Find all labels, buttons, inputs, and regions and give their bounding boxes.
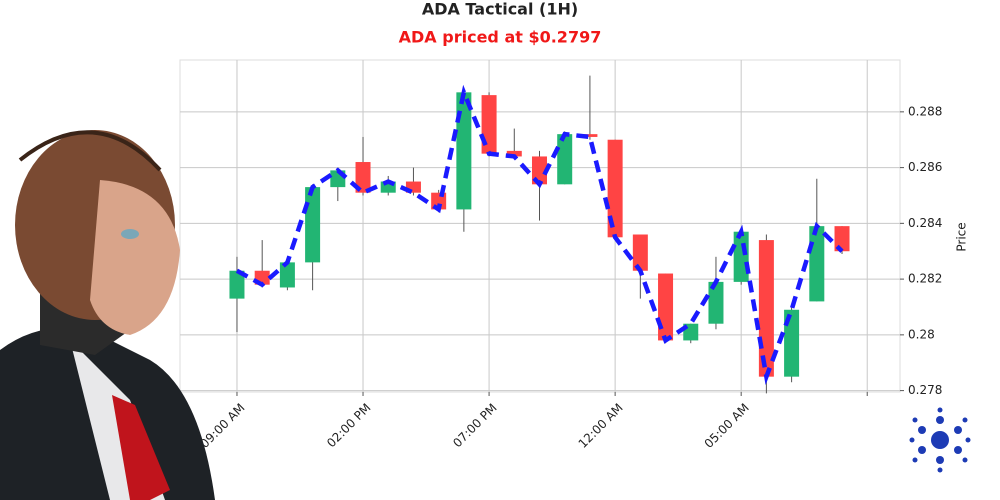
chart-subtitle: ADA priced at $0.2797: [399, 28, 602, 47]
candle-body: [229, 270, 245, 299]
y-tick-label: 0.278: [908, 383, 942, 397]
y-axis-label: Price: [955, 222, 969, 251]
x-tick-label: 09:00 AM: [197, 401, 247, 451]
x-tick-label: 05:00 AM: [702, 401, 752, 451]
candle-body: [557, 134, 573, 185]
candle-body: [632, 234, 648, 271]
candle-body: [809, 226, 825, 302]
candle-body: [456, 92, 472, 210]
candle-body: [834, 226, 850, 252]
y-tick-label: 0.28: [908, 327, 935, 341]
y-tick-label: 0.286: [908, 160, 942, 174]
x-tick-label: 02:00 PM: [324, 401, 373, 450]
x-tick-label: 07:00 PM: [450, 401, 499, 450]
robot-illustration: [0, 130, 215, 500]
y-tick-label: 0.284: [908, 216, 942, 230]
candle-body: [305, 187, 321, 263]
candle-body: [784, 309, 800, 377]
x-tick-label: 12:00 AM: [576, 401, 626, 451]
y-tick-label: 0.288: [908, 104, 942, 118]
candle-body: [380, 181, 396, 193]
candle-body: [582, 134, 598, 137]
y-tick-label: 0.282: [908, 272, 942, 286]
candle-body: [506, 150, 522, 157]
candle-body: [607, 139, 623, 238]
candle-body: [405, 181, 421, 193]
close-line: [235, 84, 844, 386]
chart-title: ADA Tactical (1H): [422, 0, 578, 19]
cardano-logo: [909, 407, 971, 473]
candle-body: [355, 162, 371, 193]
candle-body: [733, 231, 749, 282]
candle-body: [279, 262, 295, 288]
candle-body: [708, 281, 724, 324]
candle-body: [658, 273, 674, 341]
